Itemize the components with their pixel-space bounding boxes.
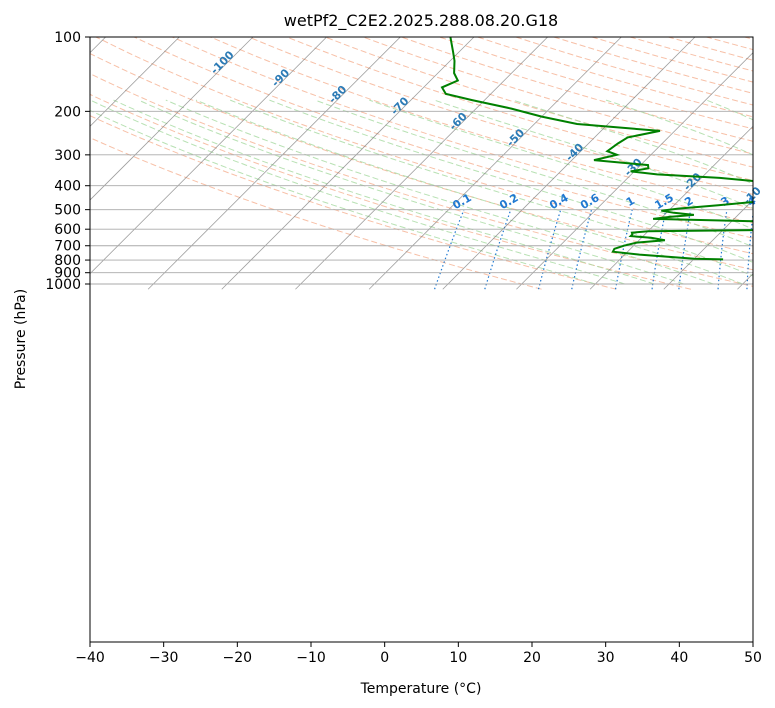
isotherm-line — [368, 37, 622, 290]
isotherm-line — [589, 125, 753, 290]
mixing-ratio-line — [746, 209, 753, 290]
moist-adiabat-line — [369, 99, 753, 230]
dry-adiabat-line — [90, 93, 692, 290]
y-tick-label: 500 — [54, 203, 81, 219]
mixing-ratio-line — [614, 209, 633, 290]
isotherm-line — [147, 37, 401, 290]
y-tick-label: 900 — [54, 266, 81, 282]
y-tick-label: 800 — [54, 253, 81, 269]
temperature-line — [759, 37, 775, 259]
plot-frame — [89, 36, 754, 643]
y-axis-label: Pressure (hPa) — [13, 289, 29, 389]
dry-adiabat-line — [90, 52, 753, 271]
plot-background — [90, 37, 753, 642]
isotherm-line — [90, 37, 327, 275]
isotherm-line — [90, 37, 180, 127]
moist-adiabat-line — [230, 99, 753, 277]
y-tick-label: 100 — [54, 30, 81, 46]
x-tick-label: 50 — [744, 650, 762, 666]
y-tick-label: 300 — [54, 148, 81, 164]
isotherm-line — [516, 52, 753, 290]
x-tick-label: 20 — [523, 650, 541, 666]
x-tick-label: −30 — [149, 650, 179, 666]
isotherm-line — [90, 37, 254, 201]
dewpoint-line — [440, 37, 753, 261]
y-tick-label: 400 — [54, 179, 81, 195]
background-lines — [0, 37, 753, 290]
moist-adiabat-line — [165, 99, 714, 285]
y-tick-label: 200 — [54, 104, 81, 120]
x-tick-label: −10 — [296, 650, 326, 666]
mixing-ratio-line — [571, 209, 593, 290]
dry-adiabat-line — [248, 37, 753, 195]
x-axis-ticks: −40 −30 −20 −10 0 10 20 30 40 50 — [75, 642, 762, 666]
isotherm-line — [442, 37, 696, 290]
profile-series — [440, 37, 775, 261]
x-tick-label: 10 — [449, 650, 467, 666]
dry-adiabat-line — [362, 37, 753, 155]
y-tick-label: 700 — [54, 239, 81, 255]
moist-adiabat-line — [90, 109, 596, 285]
moist-adiabat-line — [195, 99, 743, 285]
isotherm-line — [0, 37, 32, 289]
isotherm-line — [663, 199, 753, 290]
dry-adiabat-line — [95, 37, 753, 255]
moist-adiabat-line — [314, 99, 753, 248]
mixing-ratio-line — [678, 209, 692, 290]
mixing-ratio-line — [717, 209, 728, 290]
y-tick-label: 600 — [54, 222, 81, 238]
moist-adiabat-line — [90, 99, 625, 285]
chart-title: wetPf2_C2E2.2025.288.08.20.G18 — [284, 11, 558, 31]
dry-adiabat-line — [90, 115, 617, 290]
x-tick-label: −20 — [223, 650, 253, 666]
moist-adiabat-line — [269, 99, 753, 263]
x-tick-label: 0 — [380, 650, 389, 666]
dry-adiabat-line — [90, 137, 542, 290]
x-tick-label: 40 — [670, 650, 688, 666]
x-tick-label: 30 — [597, 650, 615, 666]
x-axis-label: Temperature (°C) — [360, 681, 482, 697]
isotherm-line — [221, 37, 475, 290]
moist-adiabat-line — [512, 99, 753, 185]
mixing-ratio-line — [434, 209, 465, 290]
isotherm-line — [295, 37, 548, 290]
moist-adiabat-line — [138, 99, 684, 285]
dry-adiabat-line — [401, 37, 753, 142]
x-tick-label: −40 — [75, 650, 105, 666]
y-tick-label: 1000 — [45, 277, 81, 293]
dry-adiabat-line — [172, 37, 753, 224]
